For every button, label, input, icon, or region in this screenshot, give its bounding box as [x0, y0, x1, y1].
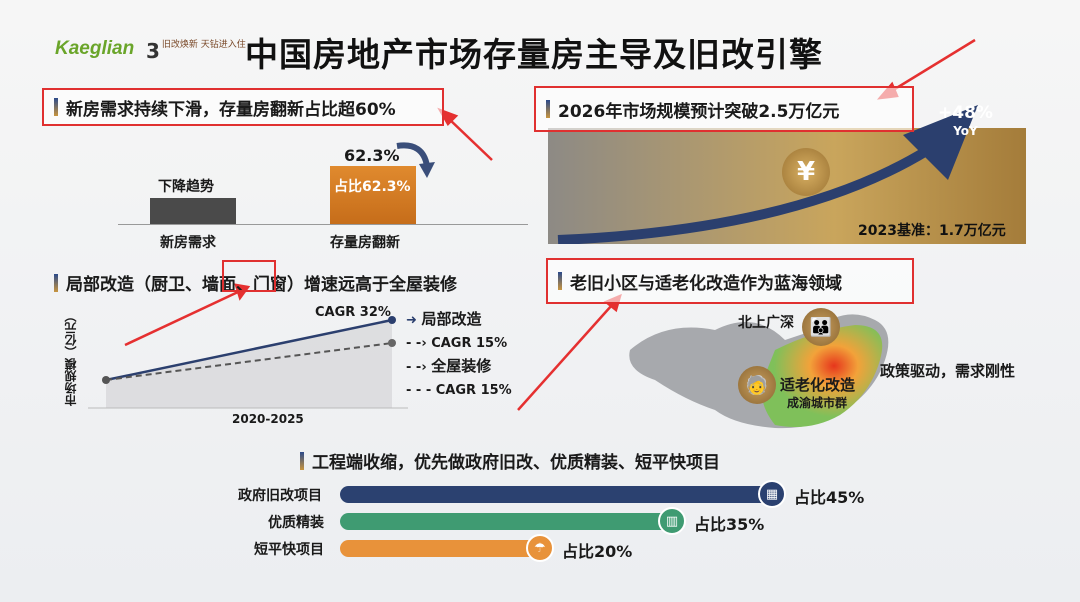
tool-icon: ☂ [526, 534, 554, 562]
logo: Kaeglian [55, 38, 135, 59]
bar-value-label: 占比20% [562, 542, 633, 561]
series-local-line [105, 318, 393, 382]
bar-note: 下降趋势 [158, 179, 214, 195]
bar-label: 存量房翻新 [330, 235, 400, 251]
cagr-label: CAGR 32% [315, 305, 391, 320]
section4-heading: 老旧小区与适老化改造作为蓝海领域 [546, 258, 914, 304]
policy-text: 政策驱动，需求刚性 [880, 362, 1016, 380]
highlight-box [222, 260, 276, 292]
point-whole-end [388, 339, 396, 347]
curved-arrow-icon [396, 142, 435, 178]
bar-new-housing [150, 198, 236, 224]
section1-heading: 新房需求持续下滑，存量房翻新占比超60% [42, 88, 444, 126]
bar-category-label: 优质精装 [268, 515, 324, 531]
bar-label: 新房需求 [160, 235, 216, 251]
section5-heading: 工程端收缩，优先做政府旧改、优质精装、短平快项目 [300, 448, 720, 473]
bar-value: 62.3% [344, 146, 400, 165]
bar-renovation [330, 166, 416, 224]
bar-category-label: 政府旧改项目 [238, 488, 322, 504]
base-value: 2023基准：1.7万亿元 [858, 223, 1006, 239]
series-whole-line [105, 342, 393, 381]
bar-0 [340, 486, 772, 503]
family-icon: 👪 [802, 308, 840, 346]
bar-value-label: 占比45% [794, 488, 865, 507]
section2-heading: 2026年市场规模预计突破2.5万亿元 [534, 86, 914, 132]
y-axis-label: 市场规模（亿元） [64, 310, 78, 406]
city-label: 北上广深 [738, 315, 794, 331]
bar-category-label: 短平快项目 [254, 542, 324, 558]
baseline [118, 224, 528, 225]
growth-badge: +48% YoY [938, 103, 993, 138]
page-title: 中国房地产市场存量房主导及旧改引擎 [245, 35, 823, 74]
bar-value-label: 占比35% [694, 515, 765, 534]
cagr-line-chart [88, 316, 408, 409]
chart-legend: ➜ 局部改造 - -› CAGR 15% - -› 全屋装修 - - - CAG… [406, 310, 512, 398]
elderly-icon: 🧓 [738, 366, 776, 404]
logo-secondary: 3 旧改焕新 天钻进入住 [146, 39, 246, 63]
apartment-icon: ▥ [658, 507, 686, 535]
point-local-end [388, 316, 396, 324]
building-icon: ▦ [758, 480, 786, 508]
bar-2 [340, 540, 540, 557]
aging-label: 适老化改造 [780, 376, 856, 394]
area-fill [106, 320, 392, 408]
cluster-label: 成渝城市群 [787, 396, 848, 410]
x-axis-label: 2020-2025 [232, 412, 304, 426]
point-start [102, 376, 110, 384]
section3-heading: 局部改造（厨卫、墙面、门窗）增速远高于全屋装修 [54, 270, 457, 295]
bar-1 [340, 513, 672, 530]
yuan-coin-icon: ¥ [782, 148, 830, 196]
growth-arrow-icon [557, 105, 978, 244]
bar-note: 占比62.3% [334, 179, 411, 195]
